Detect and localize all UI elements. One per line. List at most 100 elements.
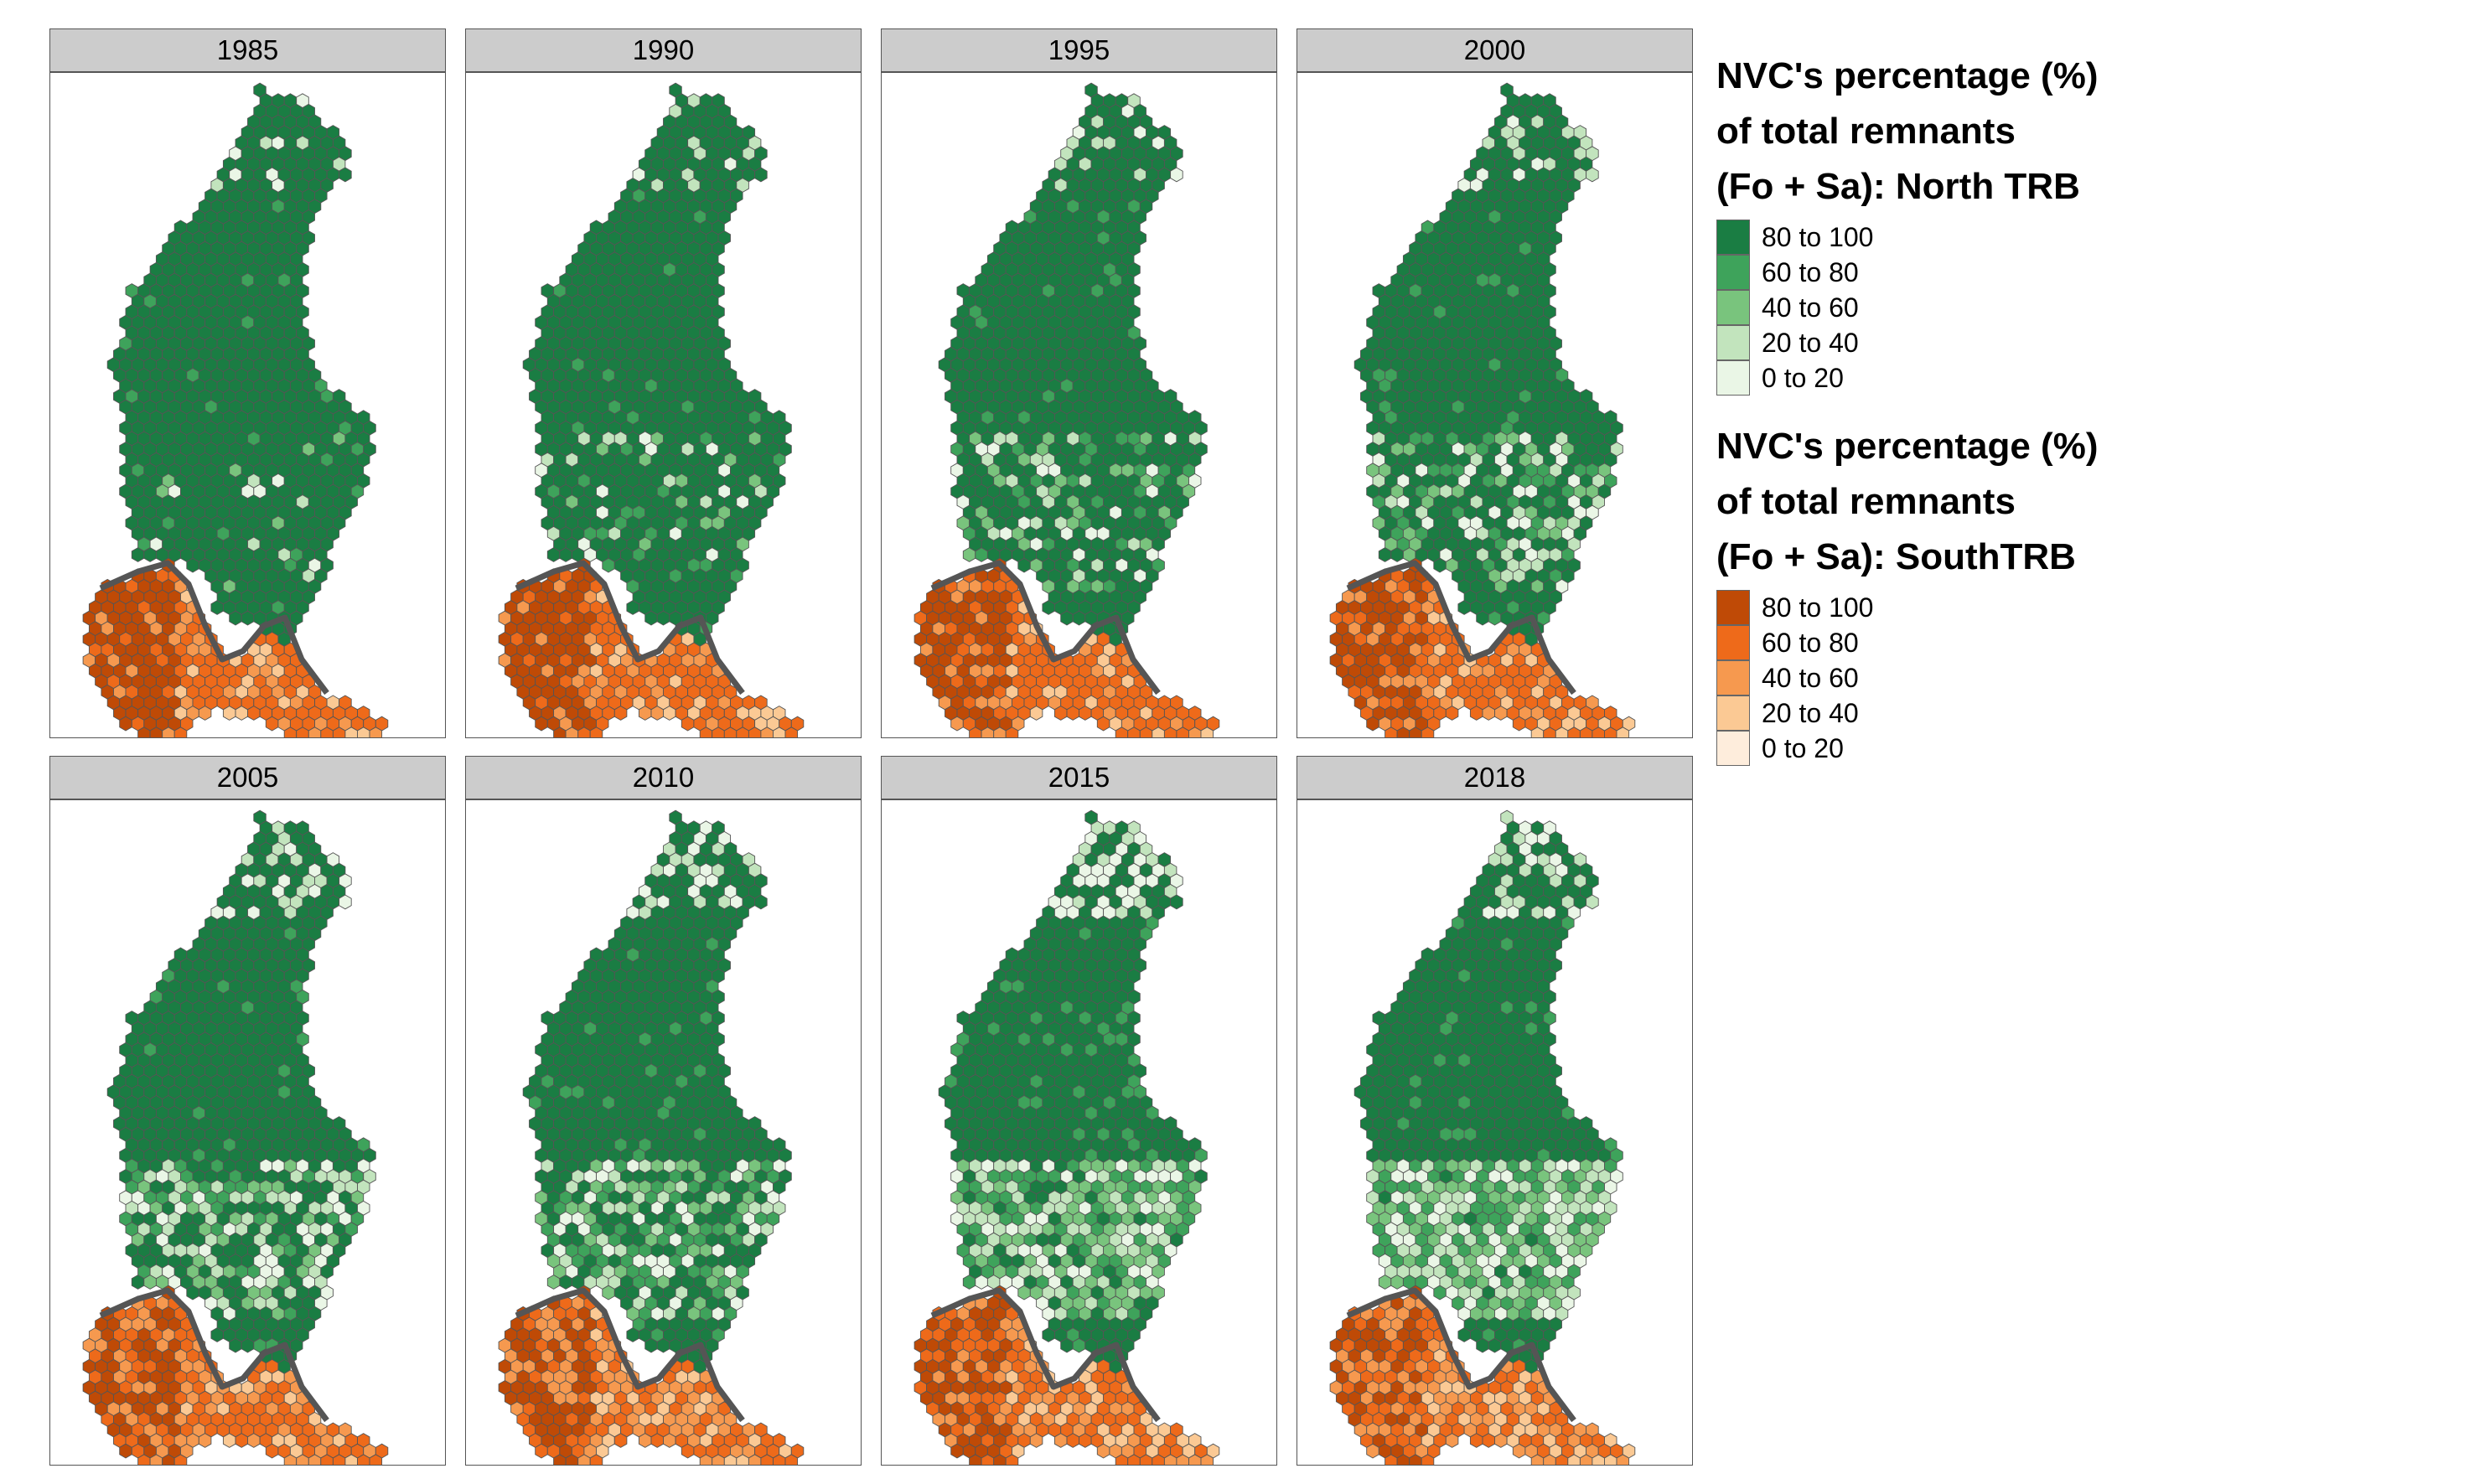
north-hexbin	[339, 894, 352, 910]
north-hexbin	[339, 167, 352, 183]
panel-year-label: 1990	[465, 28, 862, 72]
south-hexbin	[1555, 726, 1569, 737]
south-hexbins	[1329, 557, 1636, 737]
north-hexbin	[626, 600, 639, 615]
south-hexbin	[981, 726, 995, 737]
south-hexbin	[712, 726, 725, 737]
south-hexbin	[1512, 716, 1526, 732]
south-hexbin	[1445, 706, 1459, 721]
south-hexbin	[1188, 726, 1202, 737]
basin-divider	[99, 1287, 329, 1423]
map-panel-2005: 2005	[49, 756, 446, 1466]
south-hexbin	[137, 726, 151, 737]
panel-year-label: 2000	[1297, 28, 1693, 72]
south-hexbin	[784, 726, 799, 737]
south-hexbin	[1567, 726, 1581, 737]
south-hexbin	[308, 726, 322, 737]
south-hexbin	[162, 726, 175, 737]
north-hexbin	[1017, 557, 1031, 573]
south-hexbin	[650, 706, 664, 721]
north-hexbin	[1060, 610, 1074, 626]
panel-map-frame	[881, 72, 1277, 738]
south-hexbin	[1421, 726, 1435, 737]
south-hexbin	[1096, 716, 1110, 732]
south-hexbin	[235, 1433, 248, 1448]
south-hexbin	[357, 726, 370, 737]
south-hexbin	[1005, 726, 1019, 737]
north-hexbin	[546, 547, 561, 562]
north-hexbin	[754, 167, 768, 183]
north-hexbin	[975, 547, 988, 562]
hexbin-map	[498, 82, 805, 737]
panel-map-frame	[465, 799, 862, 1466]
north-hexbin	[962, 547, 976, 562]
map-panel-2010: 2010	[465, 756, 862, 1466]
south-hexbin	[265, 1443, 279, 1459]
south-hexbin	[1053, 706, 1068, 721]
north-hexbins	[1353, 82, 1623, 647]
panel-year-label: 2005	[49, 756, 446, 799]
north-hexbins	[106, 809, 376, 1374]
south-hexbin	[663, 706, 676, 721]
south-hexbins	[914, 557, 1220, 737]
north-hexbin	[229, 1337, 242, 1353]
south-hexbin	[577, 726, 591, 737]
south-hexbin	[1066, 706, 1079, 721]
south-hexbin	[369, 726, 383, 737]
north-hexbin	[1488, 610, 1502, 626]
south-hexbin	[296, 726, 309, 737]
south-hexbin	[1385, 726, 1398, 737]
north-hexbin	[1586, 167, 1599, 183]
panel-map-frame	[49, 72, 446, 738]
south-hexbin	[748, 726, 762, 737]
panel-map-frame	[49, 799, 446, 1466]
north-hexbin	[656, 610, 670, 626]
north-hexbins	[522, 809, 792, 1374]
panel-map-frame	[465, 72, 862, 738]
south-hexbin	[1176, 726, 1189, 737]
south-hexbin	[1543, 726, 1556, 737]
north-hexbin	[210, 600, 224, 615]
south-hexbin	[773, 726, 786, 737]
south-hexbin	[969, 726, 982, 737]
south-hexbin	[137, 1454, 151, 1465]
south-hexbin	[119, 716, 132, 732]
map-panel-1995: 1995	[881, 28, 1277, 738]
north-hexbin	[602, 557, 615, 573]
south-hexbin	[1127, 726, 1141, 737]
south-hexbin	[332, 726, 346, 737]
south-hexbin	[589, 726, 603, 737]
map-panel-1985: 1985	[49, 28, 446, 738]
south-hexbin	[1530, 726, 1545, 737]
north-hexbin	[241, 1337, 255, 1353]
north-hexbin	[210, 1327, 224, 1342]
south-hexbin	[235, 706, 248, 721]
south-hexbin	[1079, 706, 1092, 721]
panel-map-frame	[1297, 72, 1693, 738]
south-hexbin	[1163, 726, 1177, 737]
north-hexbin	[1476, 610, 1489, 626]
north-hexbin	[1042, 600, 1055, 615]
south-hexbin	[993, 726, 1007, 737]
south-hexbin	[222, 706, 236, 721]
basin-divider	[99, 560, 329, 695]
south-hexbin	[638, 706, 652, 721]
north-hexbin	[1457, 600, 1471, 615]
north-hexbin	[1072, 610, 1086, 626]
north-hexbins	[522, 82, 792, 647]
south-hexbin	[173, 726, 188, 737]
panel-year-label: 2010	[465, 756, 862, 799]
north-hexbin	[186, 1285, 199, 1300]
south-hexbin	[247, 706, 261, 721]
south-hexbin	[308, 1454, 322, 1465]
hexbin-map	[498, 809, 805, 1465]
south-hexbin	[198, 1433, 212, 1448]
south-hexbin	[1366, 716, 1379, 732]
south-hexbin	[1115, 726, 1129, 737]
south-hexbin	[198, 706, 212, 721]
south-hexbin	[1592, 726, 1605, 737]
south-hexbin	[162, 1454, 175, 1465]
basin-divider	[1346, 560, 1576, 695]
basin-divider	[515, 560, 745, 695]
south-hexbin	[1139, 726, 1153, 737]
